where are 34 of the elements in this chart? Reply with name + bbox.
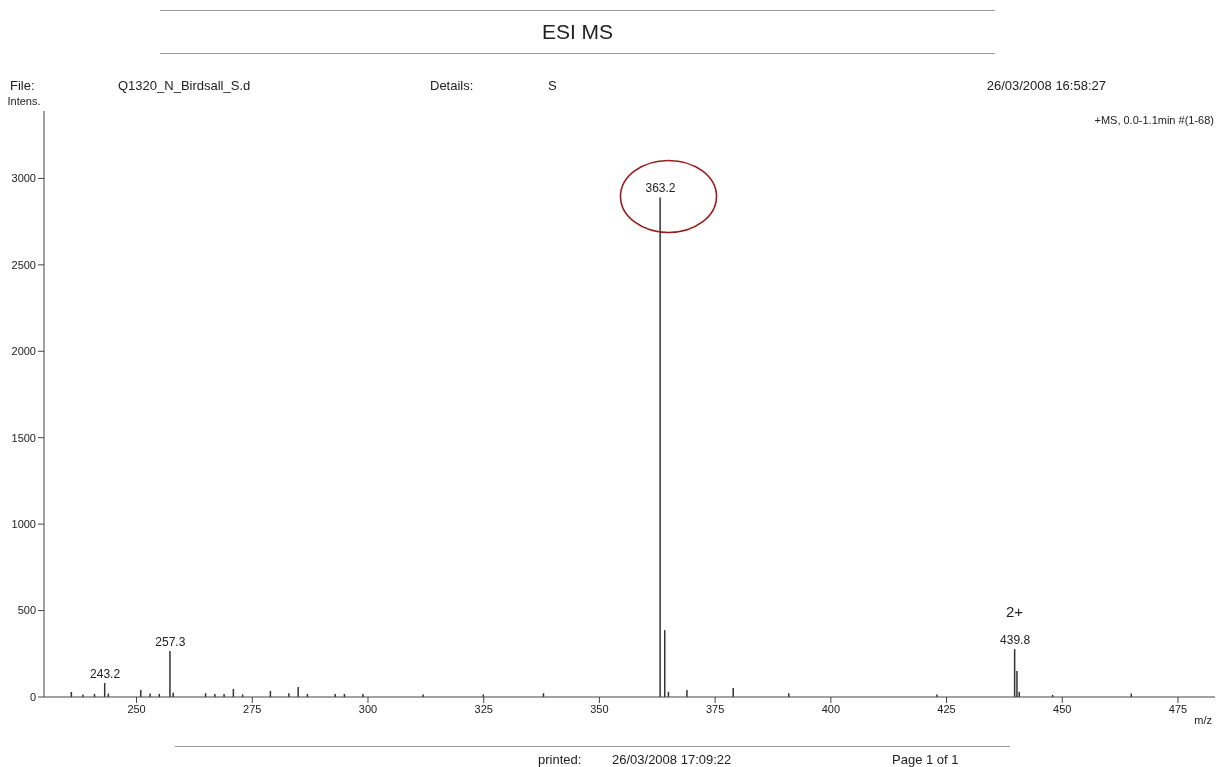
y-tick-label: 1000 <box>11 518 36 531</box>
x-tick-label: 325 <box>474 702 493 715</box>
annotation: +MS, 0.0-1.1min #(1-68) <box>1094 114 1214 126</box>
text: Q1320_N_Birdsall_S.d <box>118 78 251 93</box>
y-tick-label: 2000 <box>11 345 36 358</box>
x-axis-title: m/z <box>1194 714 1212 726</box>
x-tick-label: 250 <box>127 702 146 715</box>
x-tick-label: 425 <box>937 702 956 715</box>
annotation: 257.3 <box>155 635 186 650</box>
x-tick-label: 475 <box>1168 702 1188 715</box>
y-tick-label: 0 <box>29 690 36 703</box>
y-tick-label: 1500 <box>11 431 36 444</box>
x-tick-label: 350 <box>590 702 609 715</box>
annotation: 2+ <box>1006 603 1024 620</box>
annotation: 363.2 <box>645 181 676 196</box>
y-axis-title: Intens. <box>7 95 41 107</box>
annotation: 243.2 <box>90 667 121 681</box>
y-tick-label: 500 <box>17 604 36 617</box>
x-tick-label: 300 <box>358 702 378 715</box>
x-tick-label: 375 <box>705 702 725 715</box>
x-tick-label: 400 <box>821 702 841 715</box>
y-tick-label: 2500 <box>11 258 36 271</box>
text: File: <box>10 78 35 93</box>
x-tick-label: 275 <box>243 702 262 715</box>
chart-title: ESI MS <box>160 10 995 54</box>
text: S <box>548 78 557 93</box>
text: 26/03/2008 17:09:22 <box>612 752 732 767</box>
x-tick-label: 450 <box>1053 702 1072 715</box>
annotation: 439.8 <box>1000 633 1031 648</box>
text: Details: <box>430 78 474 93</box>
text: printed: <box>538 752 582 767</box>
text: 26/03/2008 16:58:27 <box>986 78 1106 93</box>
y-tick-label: 3000 <box>11 172 36 185</box>
text: Page 1 of 1 <box>892 752 959 767</box>
